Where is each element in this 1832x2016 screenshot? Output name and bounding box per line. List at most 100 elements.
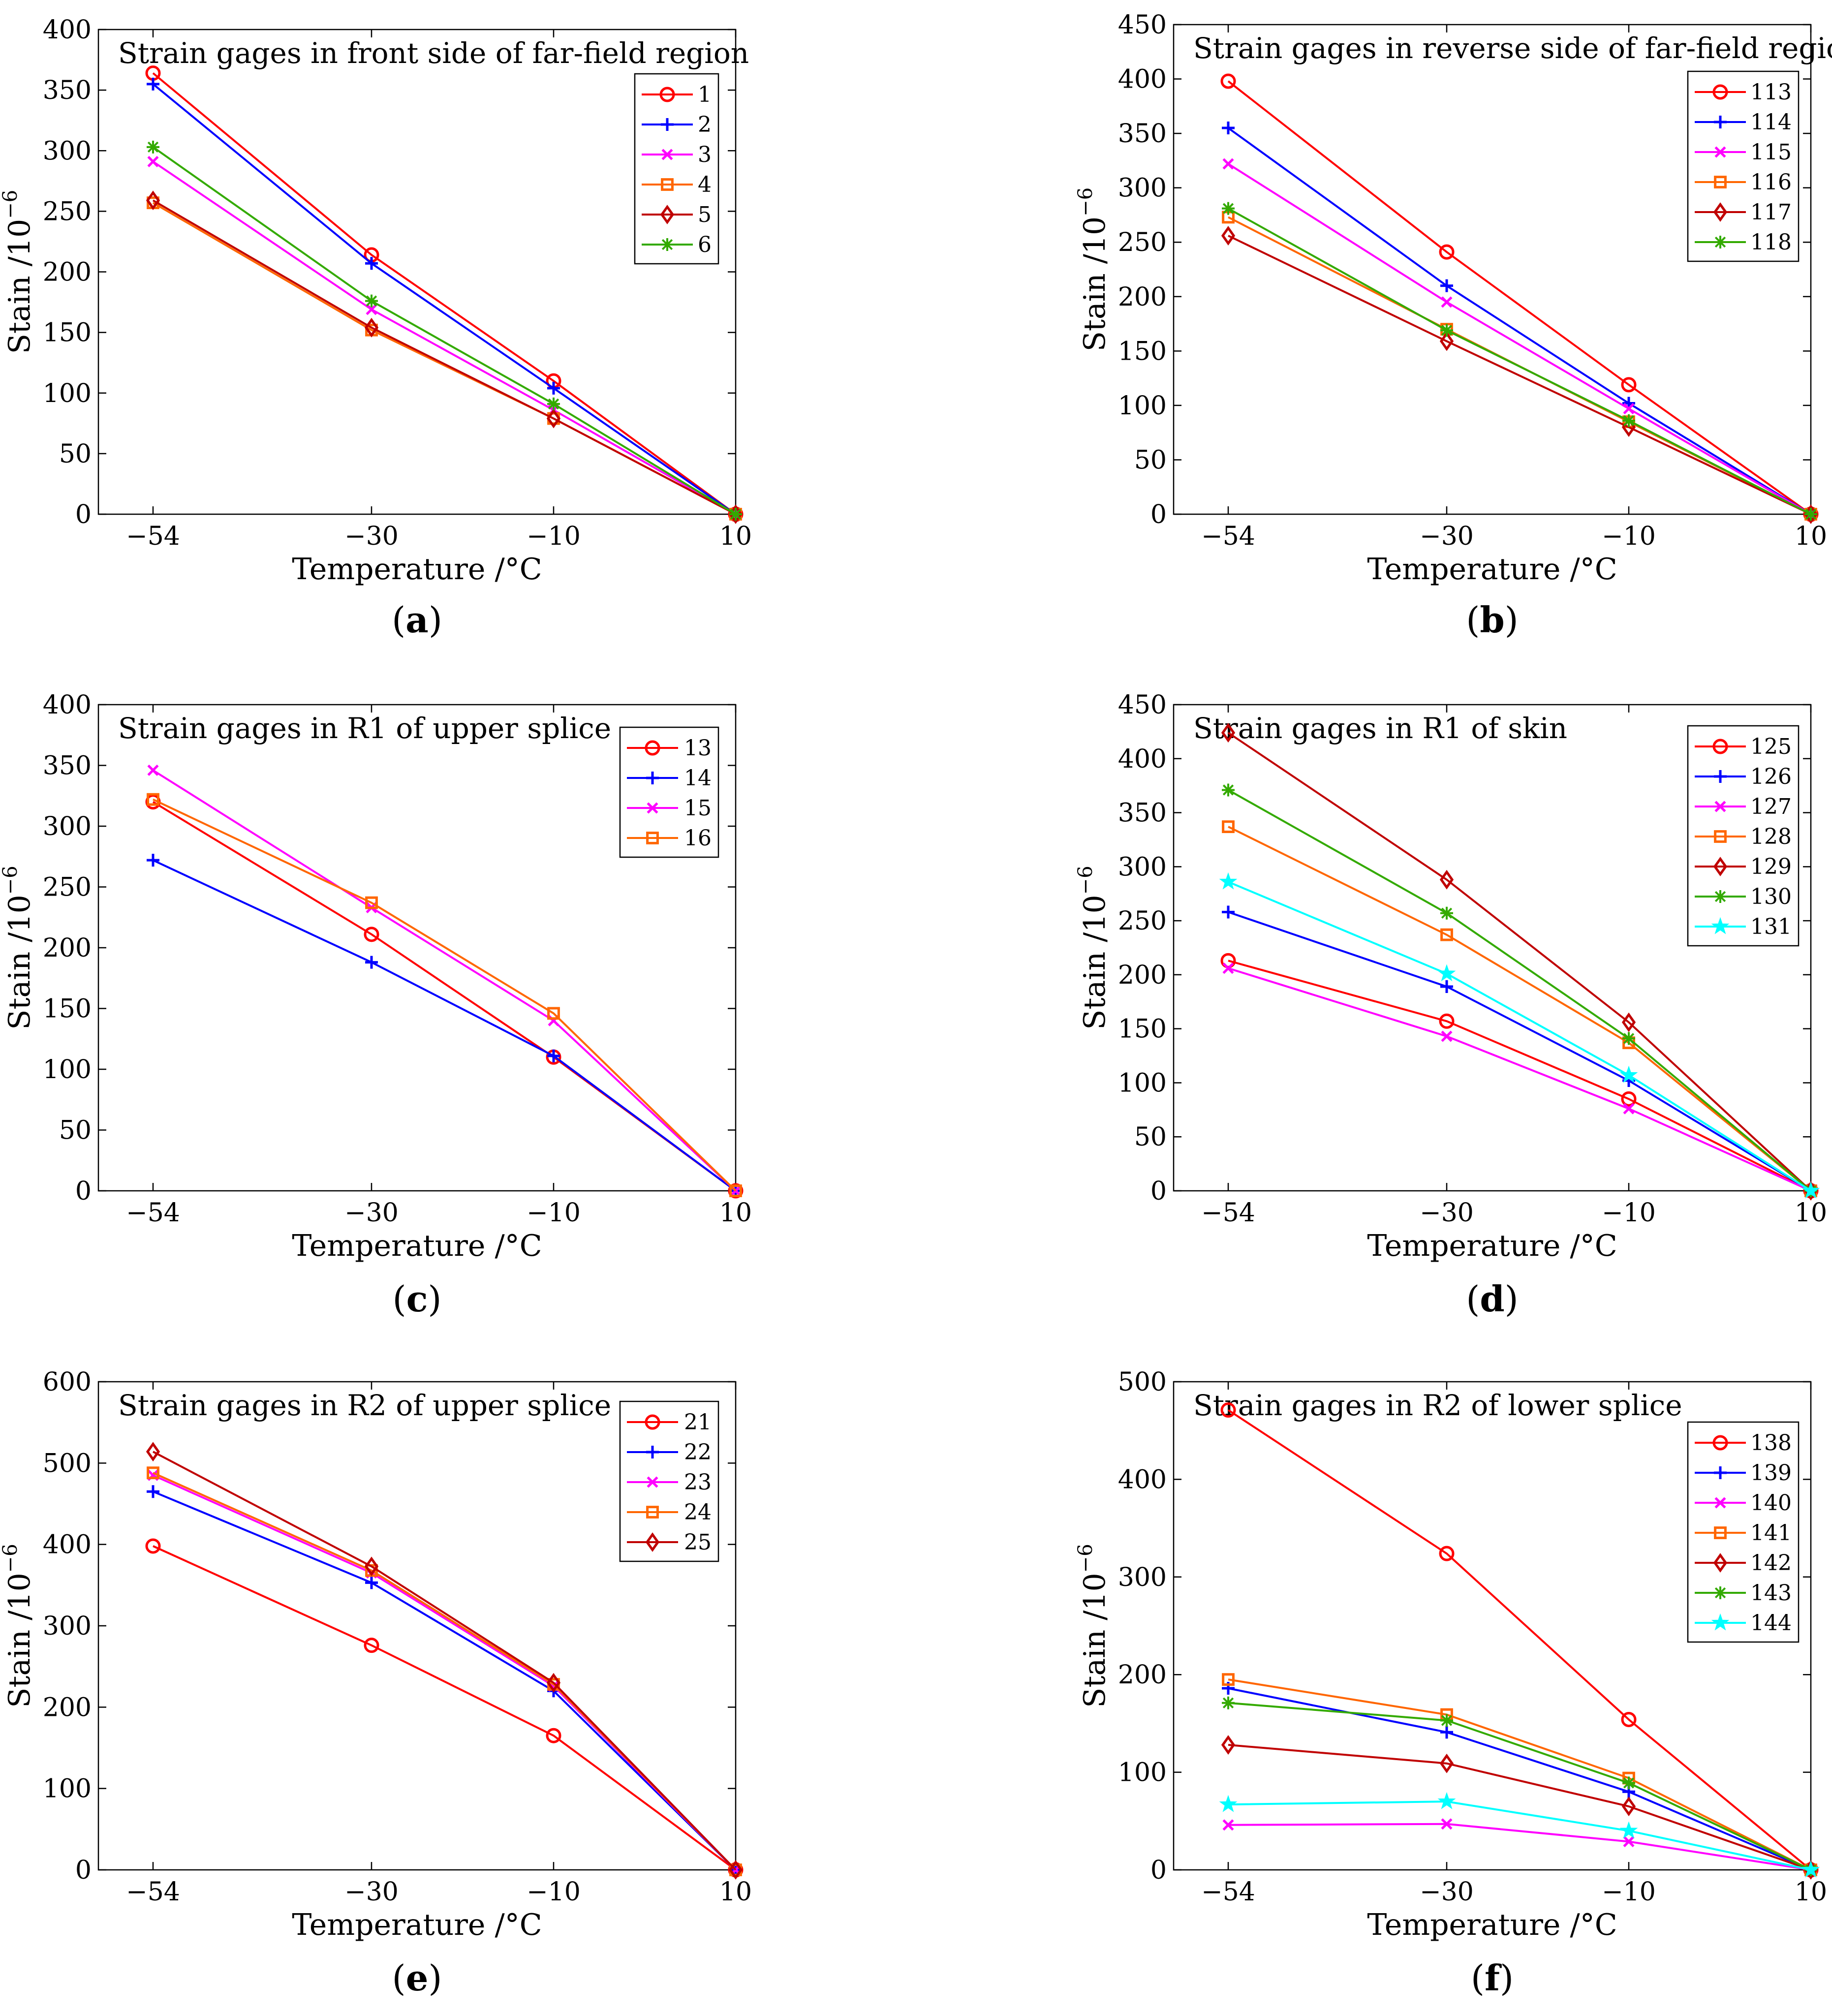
- y-tick-label: 500: [1118, 1367, 1167, 1397]
- data-point-6-0: [147, 140, 159, 154]
- y-tick-label: 0: [75, 1177, 92, 1206]
- x-axis-label: Temperature /°C: [292, 1908, 542, 1942]
- legend-label: 125: [1750, 734, 1792, 759]
- legend-item-125: 125: [1695, 734, 1792, 759]
- legend-label: 5: [698, 202, 712, 227]
- data-point-129-0: [1221, 723, 1236, 743]
- legend-marker-13: [645, 740, 660, 756]
- y-tick-label: 350: [1118, 119, 1167, 149]
- data-point-127-0: [1222, 962, 1234, 974]
- data-point-118-0: [1222, 202, 1235, 215]
- legend-label: 15: [684, 796, 712, 821]
- legend-label: 113: [1750, 80, 1792, 105]
- x-tick-label: −10: [1602, 1198, 1656, 1228]
- legend-label: 117: [1750, 200, 1792, 225]
- legend-label: 3: [698, 142, 712, 167]
- legend-item-130: 130: [1695, 884, 1792, 909]
- y-tick-label: 400: [1118, 1465, 1167, 1494]
- data-point-14-0: [147, 854, 159, 867]
- data-point-113-1: [1439, 244, 1455, 260]
- data-point-25-0: [146, 1442, 160, 1462]
- legend-marker-5: [660, 205, 675, 224]
- data-point-118-2: [1622, 414, 1635, 427]
- series-line-125: [1228, 960, 1811, 1192]
- data-point-126-1: [1440, 980, 1453, 993]
- data-point-128-1: [1440, 928, 1453, 941]
- series-line-16: [153, 798, 737, 1192]
- x-axis-label: Temperature /°C: [292, 552, 542, 587]
- legend-label: 142: [1750, 1551, 1792, 1576]
- data-point-129-2: [1621, 1012, 1636, 1032]
- chart-title: Strain gages in R1 of skin: [1193, 712, 1567, 745]
- legend-marker-116: [1714, 176, 1727, 188]
- x-tick-label: 10: [719, 522, 752, 551]
- legend-item-138: 138: [1695, 1430, 1792, 1456]
- data-point-25-2: [546, 1673, 561, 1693]
- x-tick-label: 10: [1795, 1877, 1827, 1907]
- y-tick-label: 300: [1118, 852, 1167, 882]
- legend-label: 129: [1750, 854, 1792, 879]
- series-line-1: [152, 72, 737, 515]
- y-tick-label: 200: [43, 1693, 92, 1722]
- data-point-127-2: [1623, 1103, 1635, 1115]
- legend-item-15: 15: [627, 796, 712, 821]
- data-point-24-0: [147, 1466, 159, 1480]
- data-point-25-3: [728, 1860, 743, 1880]
- legend-item-129: 129: [1695, 854, 1792, 879]
- y-tick-label: 250: [1118, 228, 1167, 257]
- data-point-16-3: [729, 1184, 742, 1197]
- data-point-2-2: [547, 381, 560, 395]
- data-point-143-2: [1622, 1776, 1635, 1790]
- legend-item-114: 114: [1695, 110, 1792, 135]
- legend-marker-16: [646, 832, 659, 844]
- data-point-128-0: [1222, 820, 1235, 833]
- legend-marker-129: [1713, 857, 1728, 876]
- legend-item-4: 4: [642, 172, 712, 197]
- x-tick-label: 10: [719, 1877, 752, 1907]
- legend-label: 21: [684, 1410, 712, 1435]
- legend-item-127: 127: [1695, 794, 1792, 819]
- legend-marker-113: [1712, 84, 1728, 100]
- legend-marker-14: [646, 772, 659, 784]
- panel-label: (a): [392, 599, 442, 641]
- data-point-131-3: [1801, 1181, 1820, 1199]
- y-axis-label: Stain /10−6: [1074, 1544, 1112, 1707]
- chart-panel-e: 0 100 200 300 400 500 600 −54 −30 −10 10 Temperatur…: [0, 1367, 752, 1999]
- x-tick-label: 10: [1795, 522, 1827, 551]
- y-tick-label: 450: [1118, 690, 1167, 720]
- legend: 21 22 23 24 25: [619, 1400, 719, 1562]
- legend-item-115: 115: [1695, 140, 1792, 165]
- y-tick-label: 400: [43, 690, 92, 720]
- x-tick-label: 10: [719, 1198, 752, 1228]
- y-tick-label: 400: [43, 15, 92, 45]
- legend-label: 139: [1750, 1460, 1792, 1486]
- x-tick-label: −54: [126, 1877, 180, 1907]
- series-6: [147, 140, 742, 521]
- x-tick-label: −10: [527, 1198, 581, 1228]
- data-point-143-0: [1222, 1696, 1235, 1709]
- legend-item-5: 5: [642, 202, 712, 227]
- series-144: [1219, 1792, 1820, 1878]
- legend-item-118: 118: [1695, 230, 1792, 255]
- data-point-117-0: [1221, 226, 1236, 246]
- series-line-144: [1228, 1800, 1811, 1871]
- series-line-140: [1228, 1823, 1811, 1871]
- legend-item-6: 6: [642, 232, 712, 257]
- data-point-138-2: [1621, 1711, 1637, 1727]
- legend-marker-25: [645, 1532, 660, 1552]
- legend-label: 14: [684, 766, 712, 791]
- x-tick-label: −30: [1420, 1198, 1474, 1228]
- legend-label: 2: [698, 112, 712, 137]
- legend-marker-15: [647, 802, 658, 814]
- y-tick-label: 600: [43, 1367, 92, 1397]
- data-point-125-2: [1621, 1091, 1637, 1107]
- panel-label: (c): [392, 1278, 441, 1320]
- legend-marker-141: [1714, 1526, 1727, 1539]
- legend-marker-128: [1714, 830, 1727, 843]
- legend-label: 140: [1750, 1490, 1792, 1516]
- legend-label: 131: [1750, 914, 1792, 939]
- legend-marker-144: [1711, 1613, 1730, 1631]
- y-tick-label: 150: [43, 994, 92, 1024]
- series-line-15: [152, 769, 737, 1192]
- legend-marker-24: [646, 1506, 659, 1519]
